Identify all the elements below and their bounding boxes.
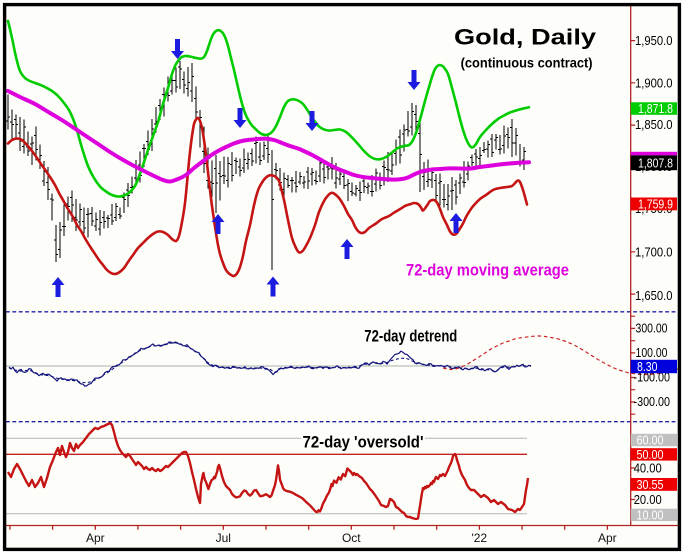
svg-text:1,950.0: 1,950.0 <box>635 33 673 48</box>
svg-text:1,850.0: 1,850.0 <box>635 117 673 132</box>
svg-text:50.00: 50.00 <box>637 447 664 462</box>
svg-text:10.00: 10.00 <box>637 508 664 523</box>
svg-text:Apr: Apr <box>598 531 617 545</box>
svg-text:Oct: Oct <box>342 531 361 545</box>
svg-text:72-day detrend: 72-day detrend <box>364 328 457 346</box>
svg-text:8.30: 8.30 <box>637 359 658 374</box>
svg-text:-300.00: -300.00 <box>634 394 671 409</box>
svg-text:60.00: 60.00 <box>637 433 664 448</box>
svg-text:Gold, Daily: Gold, Daily <box>454 25 597 50</box>
svg-text:1,871.8: 1,871.8 <box>638 101 673 116</box>
svg-text:1,759.9: 1,759.9 <box>638 197 673 212</box>
svg-text:30.55: 30.55 <box>637 477 664 492</box>
svg-text:40.00: 40.00 <box>634 461 662 476</box>
svg-text:1,700.0: 1,700.0 <box>635 245 673 260</box>
svg-text:72-day moving average: 72-day moving average <box>406 261 569 280</box>
svg-text:1,807.8: 1,807.8 <box>638 155 673 170</box>
svg-text:(continuous contract): (continuous contract) <box>461 56 593 71</box>
svg-text:Jul: Jul <box>216 531 231 545</box>
svg-text:100.00: 100.00 <box>636 345 668 360</box>
svg-text:-100.00: -100.00 <box>634 370 671 385</box>
svg-text:'22: '22 <box>471 531 487 545</box>
svg-text:1,900.0: 1,900.0 <box>635 75 673 90</box>
svg-text:1,650.0: 1,650.0 <box>635 288 673 303</box>
svg-text:20.00: 20.00 <box>634 492 662 507</box>
svg-text:300.00: 300.00 <box>636 320 668 335</box>
svg-text:Apr: Apr <box>86 531 105 545</box>
svg-text:72-day 'oversold': 72-day 'oversold' <box>303 433 424 451</box>
